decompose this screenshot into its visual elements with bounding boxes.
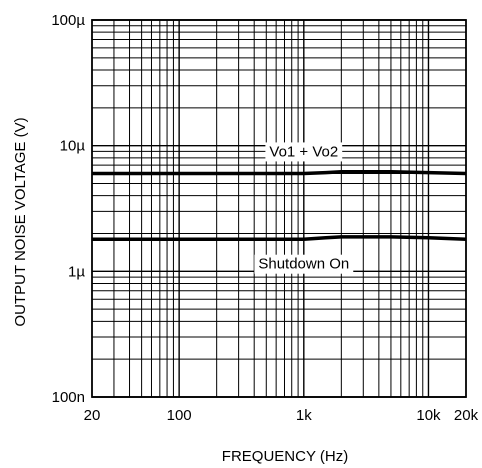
series-line-2 xyxy=(92,235,467,242)
x-tick-label: 20 xyxy=(84,407,101,424)
y-tick-label: 100µ xyxy=(51,12,85,29)
series-line-1 xyxy=(92,170,467,176)
x-tick-labels: 20 100 1k 10k 20k xyxy=(84,407,479,424)
series-group xyxy=(92,170,467,242)
y-tick-labels: 100n 1µ 10µ 100µ xyxy=(51,12,85,406)
annotations: Vo1 + Vo2 Shutdown On xyxy=(254,142,354,274)
annotation-background xyxy=(265,142,343,162)
x-tick-label: 10k xyxy=(416,407,441,424)
y-tick-label: 10µ xyxy=(60,138,86,155)
x-tick-label: 20k xyxy=(454,407,479,424)
grid xyxy=(91,19,467,398)
plot-frame xyxy=(91,19,467,398)
annotation-1: Vo1 + Vo2 xyxy=(265,142,343,162)
annotation-background xyxy=(254,254,354,274)
y-tick-label: 100n xyxy=(52,389,85,406)
x-tick-label: 1k xyxy=(296,407,312,424)
x-tick-label: 100 xyxy=(167,407,192,424)
x-axis-title: FREQUENCY (Hz) xyxy=(222,448,348,465)
y-tick-label: 1µ xyxy=(68,263,85,280)
y-axis-title: OUTPUT NOISE VOLTAGE (V) xyxy=(12,117,29,326)
annotation-text: Shutdown On xyxy=(258,256,349,273)
annotation-text: Vo1 + Vo2 xyxy=(269,143,338,160)
annotation-2: Shutdown On xyxy=(254,254,354,274)
